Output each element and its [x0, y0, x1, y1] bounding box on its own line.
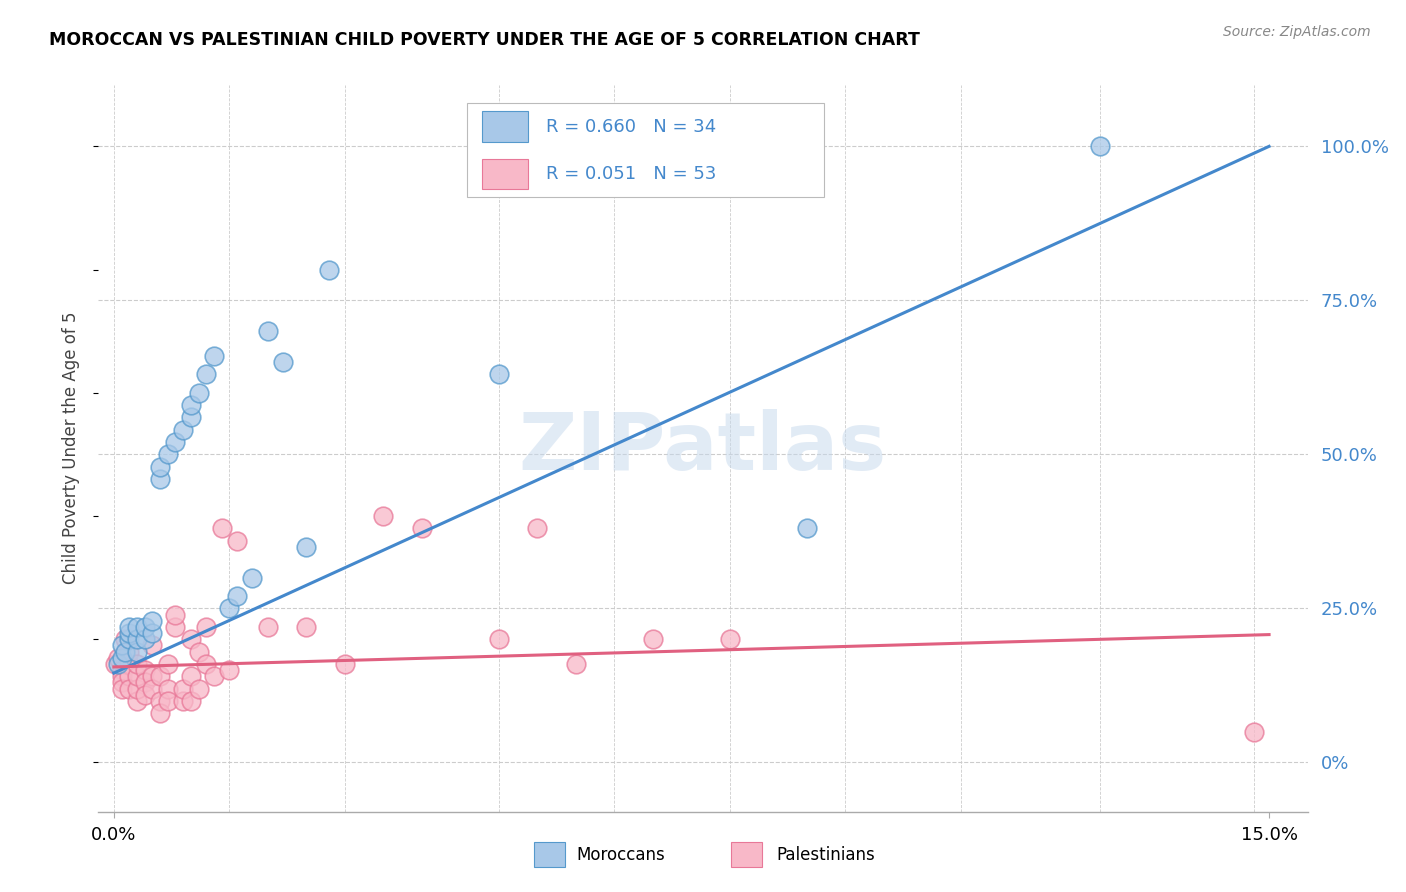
Point	[195, 620, 218, 634]
Point	[1088, 139, 1111, 153]
FancyBboxPatch shape	[482, 112, 527, 142]
Point	[257, 620, 280, 634]
Point	[114, 644, 136, 658]
Point	[118, 681, 141, 696]
Point	[107, 657, 129, 671]
Point	[118, 657, 141, 671]
Point	[110, 669, 132, 683]
Point	[180, 669, 202, 683]
Point	[110, 650, 132, 665]
Point	[165, 435, 187, 450]
Point	[118, 669, 141, 683]
Text: R = 0.660   N = 34: R = 0.660 N = 34	[546, 118, 716, 136]
Point	[202, 669, 225, 683]
Point	[172, 694, 194, 708]
Point	[718, 632, 741, 647]
Point	[295, 540, 318, 554]
Point	[318, 262, 340, 277]
Point	[218, 663, 240, 677]
Text: Palestinians: Palestinians	[776, 846, 875, 863]
Point	[488, 368, 510, 382]
Point	[195, 657, 218, 671]
Point	[141, 669, 163, 683]
Y-axis label: Child Poverty Under the Age of 5: Child Poverty Under the Age of 5	[62, 312, 80, 584]
Text: Source: ZipAtlas.com: Source: ZipAtlas.com	[1223, 25, 1371, 39]
Text: Moroccans: Moroccans	[576, 846, 665, 863]
Point	[165, 607, 187, 622]
Point	[257, 324, 280, 338]
Point	[180, 632, 202, 647]
Point	[110, 639, 132, 653]
Point	[526, 521, 548, 535]
Point	[134, 675, 156, 690]
Point	[134, 632, 156, 647]
Point	[149, 694, 172, 708]
Point	[271, 355, 294, 369]
Point	[118, 644, 141, 658]
Point	[134, 663, 156, 677]
Point	[125, 620, 148, 634]
Point	[565, 657, 588, 671]
Point	[411, 521, 433, 535]
Point	[156, 447, 179, 461]
Point	[488, 632, 510, 647]
Point	[202, 349, 225, 363]
Point	[156, 694, 179, 708]
Point	[242, 571, 264, 585]
Text: ZIPatlas: ZIPatlas	[519, 409, 887, 487]
Text: R = 0.051   N = 53: R = 0.051 N = 53	[546, 165, 716, 183]
Point	[165, 620, 187, 634]
Point	[141, 639, 163, 653]
Point	[110, 675, 132, 690]
Point	[149, 459, 172, 474]
Point	[134, 688, 156, 702]
Point	[156, 657, 179, 671]
Point	[110, 681, 132, 696]
Point	[125, 681, 148, 696]
Point	[295, 620, 318, 634]
Point	[172, 681, 194, 696]
Point	[187, 681, 209, 696]
Point	[149, 706, 172, 720]
Point	[107, 650, 129, 665]
Text: MOROCCAN VS PALESTINIAN CHILD POVERTY UNDER THE AGE OF 5 CORRELATION CHART: MOROCCAN VS PALESTINIAN CHILD POVERTY UN…	[49, 31, 920, 49]
Point	[104, 657, 127, 671]
Point	[195, 368, 218, 382]
Point	[110, 663, 132, 677]
Point	[118, 620, 141, 634]
Point	[125, 644, 148, 658]
FancyBboxPatch shape	[482, 159, 527, 189]
Point	[1243, 724, 1265, 739]
Point	[226, 533, 249, 548]
Point	[141, 626, 163, 640]
Point	[226, 589, 249, 603]
Point	[125, 669, 148, 683]
Point	[149, 472, 172, 486]
Point	[211, 521, 233, 535]
Point	[373, 508, 395, 523]
Point	[187, 385, 209, 400]
Point	[172, 423, 194, 437]
Point	[796, 521, 818, 535]
Point	[333, 657, 356, 671]
Point	[187, 644, 209, 658]
Point	[149, 669, 172, 683]
Point	[156, 681, 179, 696]
Point	[641, 632, 664, 647]
Point	[180, 694, 202, 708]
Point	[141, 681, 163, 696]
Point	[180, 398, 202, 412]
Point	[118, 626, 141, 640]
FancyBboxPatch shape	[467, 103, 824, 197]
Point	[134, 620, 156, 634]
Point	[218, 601, 240, 615]
Point	[118, 632, 141, 647]
Point	[125, 694, 148, 708]
Point	[125, 632, 148, 647]
Point	[180, 410, 202, 425]
Point	[141, 614, 163, 628]
Point	[114, 632, 136, 647]
Point	[125, 657, 148, 671]
